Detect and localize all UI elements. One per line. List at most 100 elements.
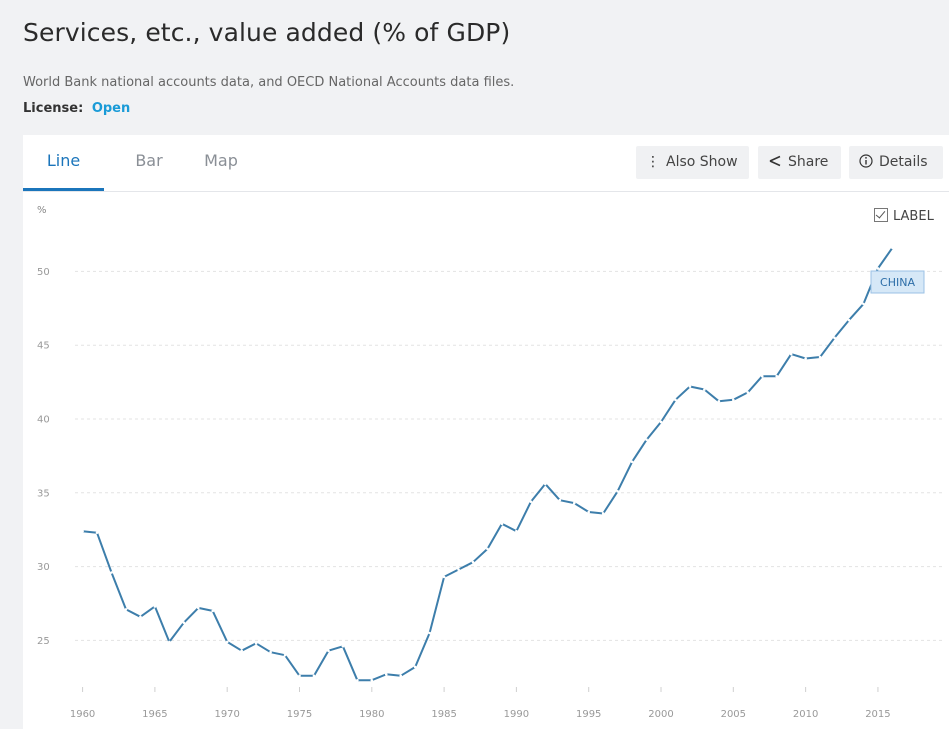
data-point[interactable]	[254, 642, 258, 645]
data-point[interactable]	[760, 374, 764, 378]
data-point[interactable]	[110, 571, 113, 574]
label-toggle[interactable]: LABEL	[874, 208, 934, 224]
x-tick-label: 1980	[359, 709, 384, 720]
license-open-link[interactable]: Open	[91, 101, 131, 116]
data-point[interactable]	[833, 336, 836, 340]
data-point[interactable]	[876, 267, 880, 270]
y-tick-label: 45	[37, 341, 50, 352]
x-tick-label: 1975	[287, 709, 312, 720]
data-point[interactable]	[630, 460, 634, 464]
data-point[interactable]	[81, 529, 84, 533]
data-point[interactable]	[688, 385, 692, 388]
data-point[interactable]	[196, 606, 200, 610]
y-tick-label: 25	[37, 636, 50, 647]
data-point[interactable]	[428, 631, 431, 635]
y-tick-label: 30	[37, 562, 50, 573]
data-point[interactable]	[544, 482, 547, 486]
data-point[interactable]	[746, 391, 750, 394]
data-point[interactable]	[891, 246, 894, 250]
data-point[interactable]	[384, 673, 388, 676]
data-point[interactable]	[471, 560, 475, 564]
data-point[interactable]	[732, 398, 735, 402]
chart-panel: Line Bar Map ⋮ Also Show Share Details LA…	[23, 135, 949, 729]
also-show-label: Also Show	[666, 154, 738, 170]
label-toggle-text: LABEL	[893, 209, 934, 224]
x-tick-label: 1970	[214, 709, 239, 720]
data-point[interactable]	[601, 512, 605, 515]
data-point[interactable]	[804, 357, 807, 360]
data-point[interactable]	[674, 398, 677, 402]
license: License: Open	[23, 101, 130, 116]
details-button[interactable]: Details	[849, 146, 943, 179]
x-tick-label: 2015	[865, 709, 890, 720]
data-point[interactable]	[341, 644, 345, 648]
data-point[interactable]	[500, 522, 504, 526]
grid-lines	[75, 270, 943, 641]
data-point[interactable]	[789, 352, 793, 356]
x-tick-label: 2010	[793, 709, 818, 720]
data-point[interactable]	[327, 649, 330, 653]
info-icon	[859, 146, 873, 179]
tab-map[interactable]: Map	[204, 151, 238, 170]
data-point[interactable]	[356, 678, 359, 682]
series-label-text: CHINA	[880, 276, 915, 289]
data-point[interactable]	[413, 665, 417, 669]
data-point[interactable]	[182, 621, 186, 624]
data-point[interactable]	[240, 649, 243, 653]
y-tick-label: 40	[37, 415, 50, 426]
share-label: Share	[788, 154, 829, 170]
data-point[interactable]	[225, 640, 229, 644]
x-tick-label: 2000	[648, 709, 673, 720]
data-point[interactable]	[847, 318, 851, 322]
data-point[interactable]	[775, 374, 779, 378]
data-point[interactable]	[572, 501, 576, 505]
y-tick-label: 50	[37, 267, 50, 278]
data-point[interactable]	[312, 674, 316, 678]
data-point[interactable]	[645, 438, 648, 441]
data-point[interactable]	[558, 498, 562, 502]
series-label: CHINA	[870, 270, 925, 294]
vertical-dots-icon: ⋮	[646, 154, 660, 170]
data-point[interactable]	[211, 609, 215, 613]
data-point[interactable]	[298, 674, 301, 678]
data-point[interactable]	[168, 640, 171, 644]
data-point[interactable]	[529, 500, 533, 503]
page-title: Services, etc., value added (% of GDP)	[23, 18, 511, 47]
data-point[interactable]	[269, 650, 272, 654]
y-axis-label: %	[37, 205, 47, 216]
share-button[interactable]: Share	[758, 146, 841, 179]
data-point[interactable]	[616, 490, 619, 493]
y-axis-ticks: 25 30 35 40 45 50	[37, 267, 50, 647]
series-label-box	[870, 270, 925, 294]
data-point[interactable]	[124, 608, 128, 611]
source-note: World Bank national accounts data, and O…	[23, 75, 515, 90]
x-tick-label: 1990	[504, 709, 529, 720]
series-line	[82, 247, 894, 682]
data-point[interactable]	[442, 575, 446, 579]
data-point[interactable]	[862, 302, 865, 306]
label-checkbox[interactable]	[874, 208, 888, 222]
data-point[interactable]	[659, 420, 663, 424]
line-chart: 25 30 35 40 45 50 1960 1965 1970 1975 1980 1985 199…	[37, 205, 943, 720]
data-point[interactable]	[486, 547, 489, 551]
data-point[interactable]	[399, 674, 403, 678]
series-layer	[81, 246, 894, 682]
data-point[interactable]	[283, 653, 287, 657]
data-point[interactable]	[139, 615, 142, 619]
data-point[interactable]	[95, 531, 99, 534]
data-point[interactable]	[457, 568, 460, 571]
data-point[interactable]	[370, 678, 374, 682]
data-point[interactable]	[587, 510, 591, 514]
also-show-button[interactable]: ⋮ Also Show	[636, 146, 749, 179]
tab-line[interactable]: Line	[23, 135, 104, 191]
data-point[interactable]	[515, 529, 518, 533]
x-tick-label: 1995	[576, 709, 601, 720]
data-point[interactable]	[818, 355, 822, 359]
tab-bar[interactable]: Bar	[135, 151, 163, 170]
data-point[interactable]	[717, 399, 721, 403]
x-tick-label: 1985	[431, 709, 456, 720]
license-label: License:	[23, 101, 84, 116]
x-axis-ticks: 1960 1965 1970 1975 1980 1985 1990 1995 2000 2005…	[70, 687, 891, 720]
data-point[interactable]	[153, 605, 157, 608]
data-point[interactable]	[703, 388, 706, 391]
